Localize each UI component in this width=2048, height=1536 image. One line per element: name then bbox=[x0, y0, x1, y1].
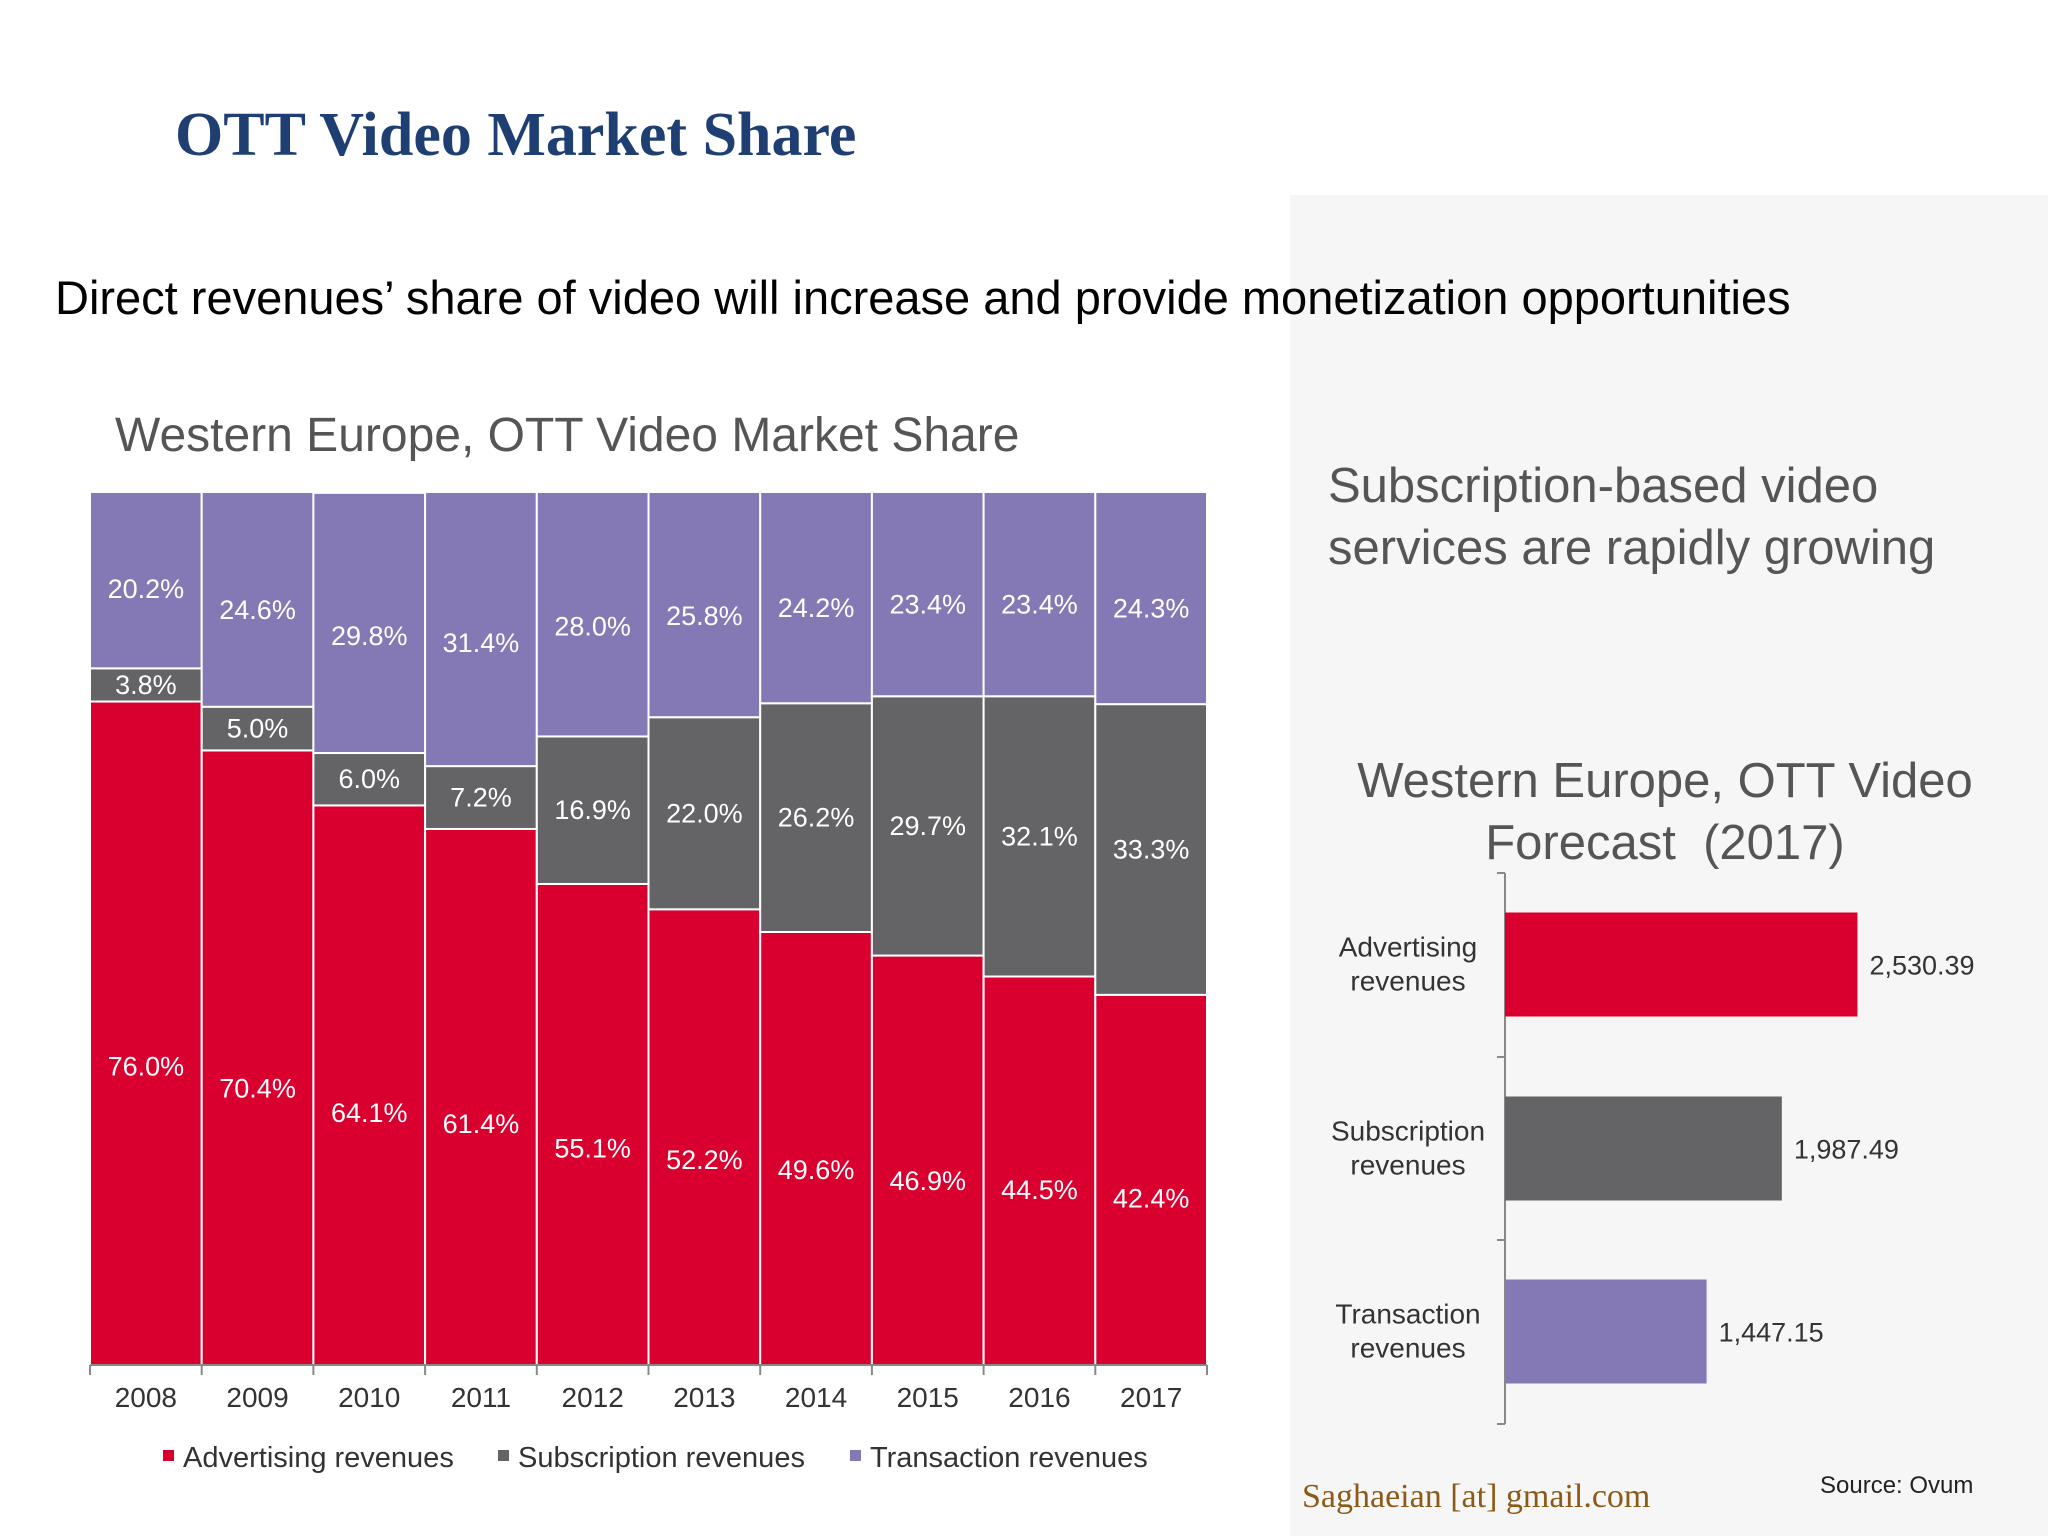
x-tick-label: 2014 bbox=[785, 1382, 847, 1413]
x-tick-label: 2017 bbox=[1120, 1382, 1182, 1413]
data-label: 42.4% bbox=[1113, 1183, 1190, 1213]
data-label: 29.8% bbox=[331, 621, 408, 651]
bar-segment-2013-1 bbox=[647, 716, 762, 911]
x-tick-label: 2013 bbox=[673, 1382, 735, 1413]
bar-segment-2015-2 bbox=[870, 491, 985, 698]
forecast-value-label: 2,530.39 bbox=[1869, 951, 1974, 981]
bar-segment-2016-2 bbox=[982, 491, 1097, 698]
x-tick-label: 2010 bbox=[338, 1382, 400, 1413]
bar-segment-2008-0 bbox=[89, 700, 203, 1366]
bar-segment-2009-1 bbox=[200, 705, 315, 752]
data-label: 6.0% bbox=[338, 764, 400, 794]
legend-label: Advertising revenues bbox=[183, 1442, 454, 1474]
bar-segment-2017-2 bbox=[1094, 491, 1209, 706]
data-label: 16.9% bbox=[554, 795, 631, 825]
bar-segment-2017-1 bbox=[1094, 703, 1209, 996]
bar-segment-2010-0 bbox=[312, 804, 427, 1366]
data-label: 24.6% bbox=[219, 595, 296, 625]
legend-label: Subscription revenues bbox=[518, 1442, 805, 1474]
forecast-title-line-1: Western Europe, OTT Video bbox=[1357, 754, 1973, 808]
bar-segment-2011-1 bbox=[424, 765, 538, 830]
legend-swatch bbox=[850, 1450, 861, 1461]
tagline-line-2: services are rapidly growing bbox=[1328, 521, 1936, 575]
bar-segment-2011-0 bbox=[424, 827, 538, 1366]
data-label: 26.2% bbox=[778, 803, 855, 833]
tagline: Subscription-based video services are ra… bbox=[1328, 455, 1935, 579]
bar-segment-2014-1 bbox=[759, 702, 873, 933]
legend-label: Transaction revenues bbox=[870, 1442, 1148, 1474]
data-label: 70.4% bbox=[219, 1073, 296, 1103]
forecast-category-label: revenues bbox=[1350, 1150, 1465, 1181]
forecast-title-line-2: Forecast (2017) bbox=[1485, 816, 1845, 870]
forecast-category-label: Advertising bbox=[1339, 932, 1478, 963]
bar-segment-2012-2 bbox=[535, 491, 650, 738]
x-tick-label: 2011 bbox=[451, 1382, 511, 1413]
data-label: 22.0% bbox=[666, 798, 743, 828]
forecast-category-label: revenues bbox=[1350, 966, 1465, 997]
bar-segment-2014-2 bbox=[759, 491, 873, 705]
data-label: 20.2% bbox=[108, 574, 185, 604]
data-label: 23.4% bbox=[889, 589, 966, 619]
data-label: 7.2% bbox=[450, 783, 512, 813]
data-label: 76.0% bbox=[108, 1051, 185, 1081]
x-tick-label: 2016 bbox=[1008, 1382, 1070, 1413]
tagline-line-1: Subscription-based video bbox=[1328, 459, 1879, 513]
bar-segment-2012-0 bbox=[535, 882, 650, 1366]
data-label: 24.3% bbox=[1113, 594, 1190, 624]
bar-segment-2015-0 bbox=[870, 954, 985, 1366]
bar-segment-2010-2 bbox=[312, 491, 427, 755]
contact-email: Saghaeian [at] gmail.com bbox=[1302, 1478, 1651, 1515]
x-tick-label: 2008 bbox=[115, 1382, 177, 1413]
data-label: 31.4% bbox=[443, 628, 520, 658]
bar-segment-2013-2 bbox=[647, 491, 762, 719]
bar-segment-2016-0 bbox=[982, 975, 1097, 1366]
x-tick-label: 2015 bbox=[897, 1382, 959, 1413]
data-label: 64.1% bbox=[331, 1098, 408, 1128]
x-tick-label: 2012 bbox=[562, 1382, 624, 1413]
data-label: 52.2% bbox=[666, 1145, 743, 1175]
forecast-bar-1 bbox=[1505, 1096, 1782, 1201]
bar-segment-2011-2 bbox=[424, 491, 538, 768]
forecast-category-label: Transaction bbox=[1335, 1299, 1480, 1330]
forecast-category-label: Subscription bbox=[1331, 1116, 1485, 1147]
data-label: 3.8% bbox=[115, 670, 177, 700]
x-tick-label: 2009 bbox=[226, 1382, 288, 1413]
data-label: 24.2% bbox=[778, 593, 855, 623]
forecast-value-label: 1,987.49 bbox=[1794, 1135, 1899, 1165]
data-label: 61.4% bbox=[443, 1109, 520, 1139]
source-note: Source: Ovum bbox=[1820, 1472, 1974, 1499]
data-label: 25.8% bbox=[666, 601, 743, 631]
data-label: 28.0% bbox=[554, 611, 631, 641]
bar-segment-2013-0 bbox=[647, 908, 762, 1366]
forecast-bar-0 bbox=[1505, 912, 1858, 1017]
bar-segment-2008-2 bbox=[89, 491, 203, 670]
data-label: 23.4% bbox=[1001, 589, 1078, 619]
data-label: 46.9% bbox=[889, 1166, 966, 1196]
forecast-value-label: 1,447.15 bbox=[1719, 1318, 1824, 1348]
bar-segment-2009-0 bbox=[200, 749, 315, 1366]
legend-swatch bbox=[498, 1450, 509, 1461]
data-label: 55.1% bbox=[554, 1134, 631, 1164]
bar-segment-2016-1 bbox=[982, 695, 1097, 978]
data-label: 49.6% bbox=[778, 1155, 855, 1185]
data-label: 33.3% bbox=[1113, 834, 1190, 864]
forecast-chart-title: Western Europe, OTT Video Forecast (2017… bbox=[1315, 750, 2015, 874]
bar-segment-2014-0 bbox=[759, 930, 873, 1366]
bar-segment-2010-1 bbox=[312, 752, 427, 807]
legend-swatch bbox=[163, 1450, 174, 1461]
slide-subtitle: Direct revenues’ share of video will inc… bbox=[55, 271, 1791, 324]
forecast-category-label: revenues bbox=[1350, 1333, 1465, 1364]
forecast-bar-2 bbox=[1505, 1279, 1707, 1384]
bar-segment-2017-0 bbox=[1094, 993, 1209, 1367]
data-label: 5.0% bbox=[227, 714, 289, 744]
data-label: 32.1% bbox=[1001, 821, 1078, 851]
data-label: 44.5% bbox=[1001, 1175, 1078, 1205]
stacked-chart-title: Western Europe, OTT Video Market Share bbox=[115, 409, 1020, 462]
slide-title: OTT Video Market Share bbox=[175, 101, 857, 169]
data-label: 29.7% bbox=[889, 811, 966, 841]
